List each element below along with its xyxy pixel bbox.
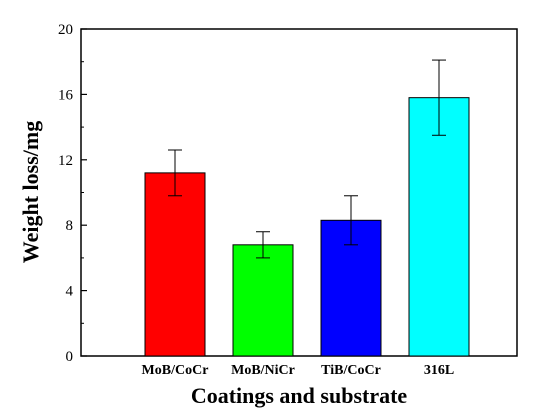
y-tick-label: 12 [58,153,73,169]
x-axis: MoB/CoCr MoB/NiCr TiB/CoCr 316L [142,363,455,378]
y-tick-label: 8 [66,218,74,234]
y-tick-label: 0 [66,349,74,365]
x-tick-label: TiB/CoCr [321,363,381,378]
bar [408,97,470,357]
bar [144,172,206,357]
x-tick-label: MoB/CoCr [142,363,209,378]
y-tick-label: 20 [58,22,73,38]
bar [232,244,294,357]
error-bars [168,59,446,259]
plot-area: 0 4 8 12 16 20 MoB/CoCr MoB/NiCr TiB/CoCr 316L [58,22,518,378]
x-tick-label: 316L [424,363,454,378]
bars [144,97,470,357]
y-tick-label: 4 [66,284,74,300]
x-axis-title: Coatings and substrate [191,383,408,408]
y-axis: 0 4 8 12 16 20 [58,22,87,365]
x-tick-label: MoB/NiCr [231,363,295,378]
y-tick-label: 16 [58,87,74,103]
y-axis-title: Weight loss/mg [18,121,43,263]
